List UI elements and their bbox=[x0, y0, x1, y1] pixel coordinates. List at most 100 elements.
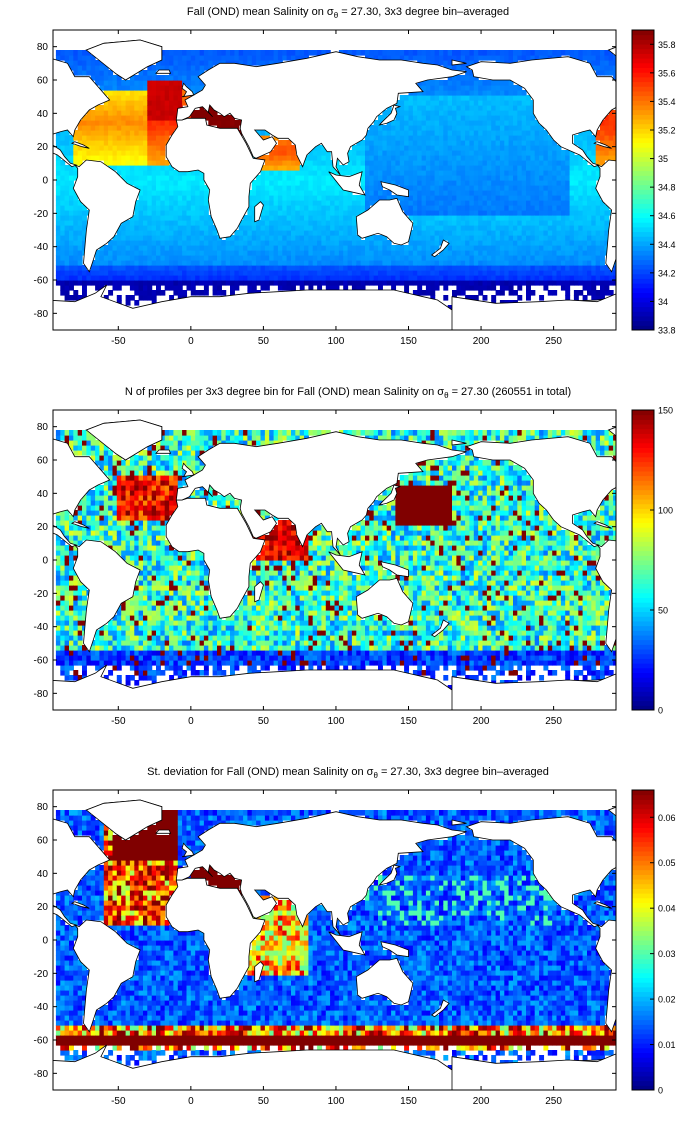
heatmap-cell bbox=[99, 640, 105, 646]
heatmap-cell bbox=[273, 155, 279, 161]
heatmap-cell bbox=[260, 55, 266, 61]
heatmap-cell bbox=[513, 165, 518, 171]
heatmap-cell bbox=[317, 185, 323, 191]
heatmap-cell bbox=[369, 270, 375, 276]
heatmap-cell bbox=[199, 275, 205, 281]
heatmap-cell bbox=[443, 140, 449, 146]
heatmap-cell bbox=[382, 240, 388, 246]
heatmap-cell bbox=[526, 100, 531, 106]
heatmap-cell bbox=[225, 115, 231, 121]
heatmap-cell bbox=[325, 155, 331, 161]
heatmap-cell bbox=[112, 90, 118, 96]
heatmap-cell bbox=[526, 120, 531, 126]
heatmap-cell bbox=[521, 100, 527, 106]
heatmap-cell bbox=[112, 130, 118, 136]
heatmap-cell bbox=[399, 245, 405, 251]
heatmap-cell bbox=[269, 280, 275, 286]
heatmap-cell bbox=[421, 95, 427, 101]
heatmap-cell bbox=[513, 55, 518, 61]
heatmap-cell bbox=[469, 115, 475, 121]
heatmap-cell bbox=[469, 220, 475, 226]
heatmap-cell bbox=[404, 200, 410, 206]
colorbar-segment bbox=[632, 283, 654, 289]
heatmap-cell bbox=[513, 230, 518, 236]
heatmap-cell bbox=[425, 85, 431, 91]
heatmap-cell bbox=[308, 200, 314, 206]
heatmap-cell bbox=[560, 200, 566, 206]
heatmap-cell bbox=[90, 55, 96, 61]
heatmap-cell bbox=[399, 130, 405, 136]
heatmap-cell bbox=[55, 165, 61, 171]
heatmap-cell bbox=[304, 165, 309, 171]
heatmap-cell bbox=[478, 275, 484, 281]
heatmap-cell bbox=[425, 80, 431, 86]
heatmap-cell bbox=[534, 155, 540, 161]
heatmap-cell bbox=[160, 225, 166, 231]
heatmap-cell bbox=[473, 230, 479, 236]
heatmap-cell bbox=[369, 190, 375, 196]
heatmap-cell bbox=[121, 650, 127, 656]
heatmap-cell bbox=[277, 220, 283, 226]
heatmap-cell bbox=[378, 255, 383, 261]
heatmap-cell bbox=[434, 220, 440, 226]
heatmap-cell bbox=[399, 120, 405, 126]
heatmap-cell bbox=[452, 235, 457, 241]
heatmap-cell bbox=[69, 260, 74, 266]
heatmap-cell bbox=[304, 205, 309, 211]
heatmap-cell bbox=[190, 270, 196, 276]
heatmap-cell bbox=[447, 125, 453, 131]
heatmap-cell bbox=[499, 50, 505, 56]
heatmap-cell bbox=[421, 120, 427, 126]
heatmap-cell bbox=[116, 85, 122, 91]
heatmap-cell bbox=[578, 205, 584, 211]
heatmap-cell bbox=[356, 235, 362, 241]
heatmap-cell bbox=[60, 580, 66, 586]
heatmap-cell bbox=[69, 210, 74, 216]
heatmap-cell bbox=[386, 260, 392, 266]
heatmap-cell bbox=[129, 220, 135, 226]
heatmap-cell bbox=[369, 55, 375, 61]
heatmap-cell bbox=[560, 250, 566, 256]
heatmap-cell bbox=[547, 220, 553, 226]
heatmap-cell bbox=[77, 630, 83, 636]
heatmap-cell bbox=[99, 110, 105, 116]
heatmap-cell bbox=[95, 75, 101, 81]
heatmap-cell bbox=[90, 115, 96, 121]
heatmap-cell bbox=[482, 95, 488, 101]
heatmap-cell bbox=[539, 245, 545, 251]
heatmap-cell bbox=[90, 650, 96, 656]
heatmap-cell bbox=[330, 175, 336, 181]
heatmap-cell bbox=[143, 225, 148, 231]
heatmap-cell bbox=[60, 255, 66, 261]
heatmap-cell bbox=[269, 195, 275, 201]
heatmap-cell bbox=[495, 140, 501, 146]
heatmap-cell bbox=[173, 95, 179, 101]
heatmap-cell bbox=[430, 105, 436, 111]
heatmap-cell bbox=[399, 145, 405, 151]
heatmap-cell bbox=[164, 205, 170, 211]
heatmap-cell bbox=[134, 120, 140, 126]
heatmap-cell bbox=[595, 250, 601, 256]
heatmap-cell bbox=[103, 640, 109, 646]
heatmap-cell bbox=[587, 255, 592, 261]
heatmap-cell bbox=[425, 130, 431, 136]
heatmap-cell bbox=[82, 670, 87, 676]
heatmap-cell bbox=[421, 145, 427, 151]
heatmap-cell bbox=[434, 235, 440, 241]
heatmap-cell bbox=[151, 80, 157, 86]
heatmap-cell bbox=[182, 240, 188, 246]
heatmap-cell bbox=[103, 625, 109, 631]
heatmap-cell bbox=[256, 130, 262, 136]
heatmap-cell bbox=[164, 80, 170, 86]
heatmap-cell bbox=[552, 145, 558, 151]
heatmap-cell bbox=[508, 115, 514, 121]
heatmap-cell bbox=[286, 245, 292, 251]
heatmap-cell bbox=[55, 540, 61, 546]
heatmap-cell bbox=[608, 120, 614, 126]
heatmap-cell bbox=[108, 155, 114, 161]
heatmap-cell bbox=[156, 75, 161, 81]
heatmap-cell bbox=[151, 280, 157, 286]
heatmap-cell bbox=[343, 225, 349, 231]
heatmap-cell bbox=[143, 280, 148, 286]
heatmap-cell bbox=[499, 170, 505, 176]
